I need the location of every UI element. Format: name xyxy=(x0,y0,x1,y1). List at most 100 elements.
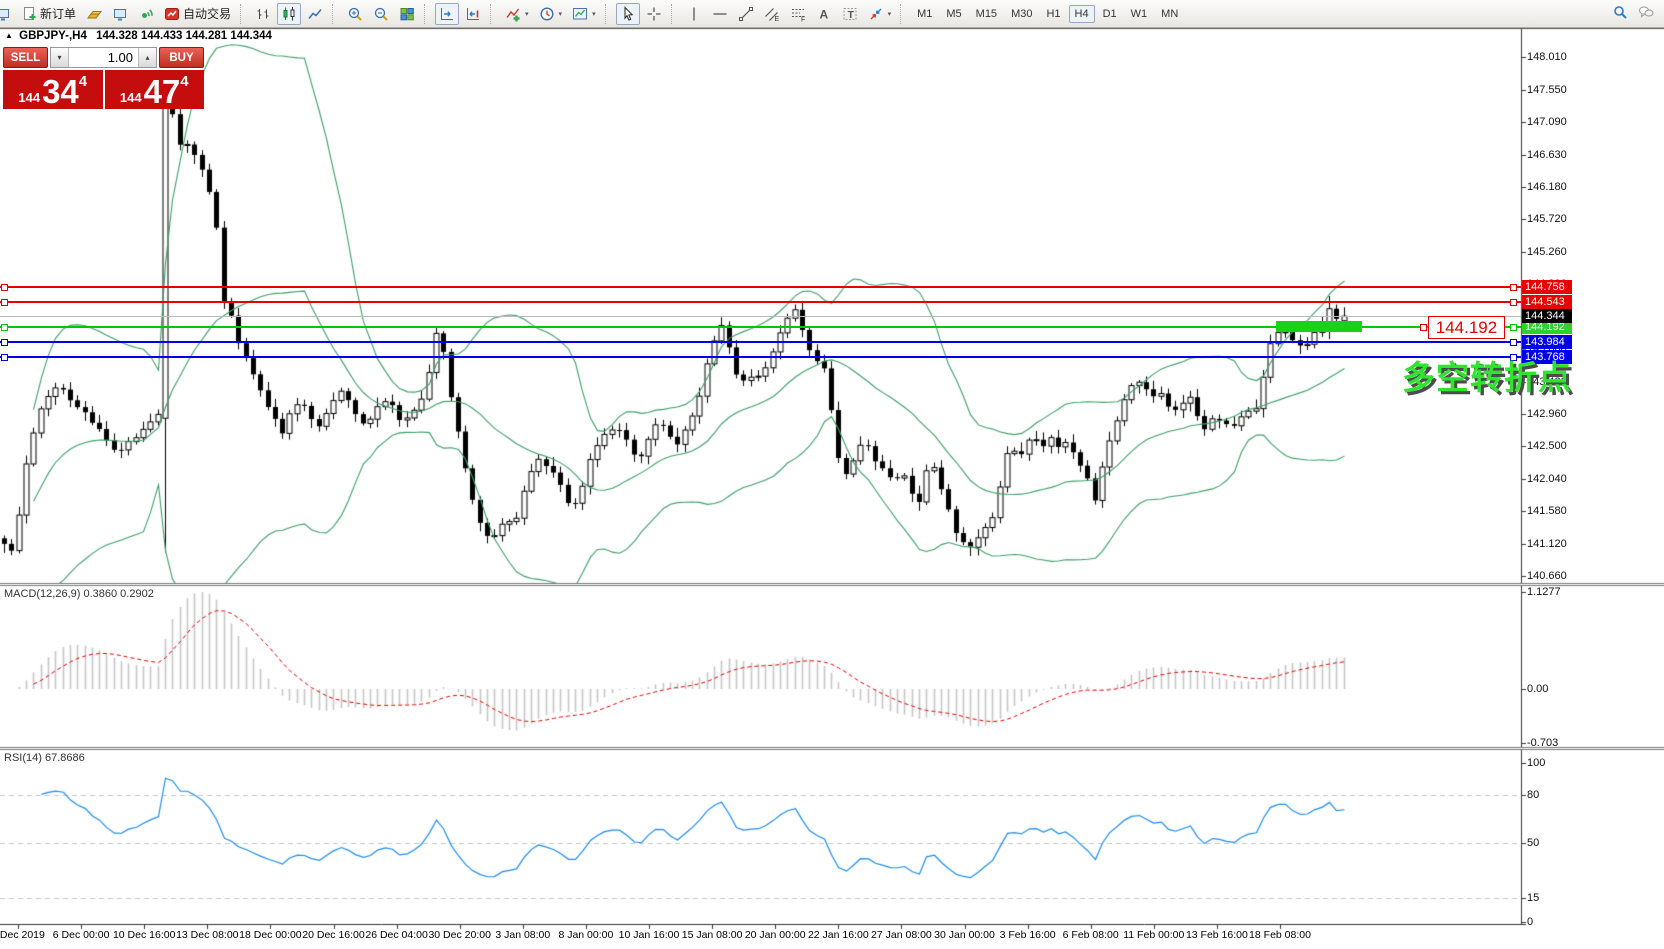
timeframe-m15-button[interactable]: M15 xyxy=(975,7,998,20)
time-axis-label[interactable]: 20 Dec 16:00 xyxy=(302,929,365,941)
fibonacci-button[interactable]: F xyxy=(786,3,810,25)
price-label-handle[interactable] xyxy=(1420,324,1427,331)
candlestick-chart-button[interactable] xyxy=(277,2,302,25)
lot-size-value[interactable]: 1.00 xyxy=(107,50,133,65)
new-order-button[interactable]: 新订单 xyxy=(17,2,80,25)
turning-point-annotation[interactable]: 多空转折点 xyxy=(1402,359,1572,396)
time-axis-label[interactable]: 6 Feb 08:00 xyxy=(1062,929,1119,941)
macd-axis-tick-1.1277: 1.1277 xyxy=(1527,586,1561,598)
timeframe-m1-button[interactable]: M1 xyxy=(917,7,933,20)
trendline-button[interactable] xyxy=(734,3,758,25)
bar-chart-button[interactable] xyxy=(251,3,275,25)
highlight-rectangle[interactable] xyxy=(1276,321,1362,332)
price-axis-tick-142.500: 142.500 xyxy=(1527,440,1567,453)
line-handle[interactable] xyxy=(1510,353,1517,361)
chevron-down-icon[interactable]: ▾ xyxy=(592,10,596,18)
line-handle[interactable] xyxy=(1,353,8,361)
chevron-down-icon[interactable]: ▾ xyxy=(558,10,563,18)
search-icon[interactable] xyxy=(1608,1,1632,23)
timeframe-d1-button[interactable]: D1 xyxy=(1102,7,1117,20)
line-chart-button[interactable] xyxy=(303,3,327,25)
vertical-line-button[interactable] xyxy=(682,3,706,25)
price-axis-tick-148.010: 148.010 xyxy=(1527,51,1567,64)
time-axis-label[interactable]: 22 Jan 16:00 xyxy=(807,929,869,941)
time-axis-label[interactable]: 8 Jan 00:00 xyxy=(558,929,614,941)
timeframe-m5-button[interactable]: M5 xyxy=(946,7,962,20)
time-axis-label[interactable]: 27 Jan 08:00 xyxy=(871,929,932,941)
cursor-button[interactable] xyxy=(615,2,640,25)
chart-shift-button[interactable] xyxy=(461,3,485,25)
time-axis-label[interactable]: 10 Jan 16:00 xyxy=(618,929,680,941)
time-axis-label[interactable]: 10 Dec 16:00 xyxy=(112,929,176,941)
signals-icon[interactable] xyxy=(134,3,158,25)
macd-values: 0.3860 0.2902 xyxy=(83,588,154,600)
line-handle[interactable] xyxy=(1,299,8,307)
chevron-down-icon[interactable]: ▾ xyxy=(525,10,529,18)
equidistant-channel-button[interactable]: E xyxy=(760,3,784,25)
ask-price-panel[interactable]: 144 47 4 xyxy=(104,70,204,109)
tile-windows-button[interactable] xyxy=(395,3,419,25)
time-axis-label[interactable]: 30 Jan 00:00 xyxy=(934,929,995,941)
time-axis-label[interactable]: 18 Feb 08:00 xyxy=(1249,929,1311,941)
horizontal-line-button[interactable] xyxy=(708,3,732,25)
horizontal-line-object-144.758[interactable] xyxy=(0,285,1521,288)
chevron-down-icon[interactable]: ▾ xyxy=(887,10,892,18)
timeframe-w1-button[interactable]: W1 xyxy=(1130,7,1148,20)
time-axis-label[interactable]: 6 Dec 00:00 xyxy=(52,929,110,941)
bid-pips: 34 xyxy=(42,73,79,110)
line-handle[interactable] xyxy=(1510,323,1517,331)
vertical-line-icon xyxy=(686,6,702,22)
chat-icon[interactable] xyxy=(1634,1,1658,23)
line-handle[interactable] xyxy=(1,323,8,331)
line-handle[interactable] xyxy=(1510,283,1517,291)
collapse-triangle-icon[interactable]: ▲ xyxy=(5,31,13,40)
time-axis-label[interactable]: 11 Feb 00:00 xyxy=(1123,929,1185,941)
time-axis-label[interactable]: 18 Dec 00:00 xyxy=(239,929,302,941)
autotrading-button[interactable]: 自动交易 xyxy=(160,2,235,25)
lot-increase-button[interactable]: ▴ xyxy=(138,48,156,67)
horizontal-line-object-143.984[interactable] xyxy=(0,340,1521,343)
timeframe-m30-button[interactable]: M30 xyxy=(1011,7,1033,20)
zoom-in-button[interactable] xyxy=(343,3,367,25)
mql-community-icon[interactable] xyxy=(108,3,132,25)
horizontal-line-object-143.768[interactable] xyxy=(0,355,1521,358)
time-axis-label[interactable]: 3 Dec 2019 xyxy=(0,929,45,941)
gold-metals-icon[interactable] xyxy=(82,3,106,25)
time-axis-label[interactable]: 13 Dec 08:00 xyxy=(176,929,239,941)
line-handle[interactable] xyxy=(1,338,8,346)
timeframe-h1-button[interactable]: H1 xyxy=(1046,7,1061,20)
zoom-out-button[interactable] xyxy=(369,3,393,25)
bid-price-panel[interactable]: 144 34 4 xyxy=(3,70,103,109)
indicators-button[interactable]: ▾ xyxy=(501,3,533,25)
horizontal-line-object-144.543[interactable] xyxy=(0,301,1521,304)
arrows-icon xyxy=(868,6,884,22)
line-handle[interactable] xyxy=(1510,299,1517,307)
auto-scroll-button[interactable] xyxy=(435,2,460,25)
templates-button[interactable]: ▾ xyxy=(568,3,600,25)
text-button[interactable]: A xyxy=(812,3,836,25)
price-axis-tick-147.090: 147.090 xyxy=(1527,116,1567,129)
price-label-box[interactable]: 144.192 xyxy=(1428,316,1505,339)
time-axis-label[interactable]: 3 Jan 08:00 xyxy=(495,929,551,941)
zoom-in-icon xyxy=(347,6,363,22)
periods-button[interactable]: ▾ xyxy=(535,3,567,25)
time-axis-label[interactable]: 30 Dec 20:00 xyxy=(428,929,491,941)
horizontal-line-object-144.192[interactable] xyxy=(0,325,1521,328)
crosshair-button[interactable] xyxy=(642,3,666,25)
time-axis-label[interactable]: 15 Jan 08:00 xyxy=(681,929,743,941)
line-handle[interactable] xyxy=(1,283,8,291)
new-chart-button[interactable] xyxy=(0,3,15,25)
time-axis-label[interactable]: 26 Dec 04:00 xyxy=(365,929,428,941)
text-label-button[interactable]: T xyxy=(838,3,862,25)
timeframe-h4-button[interactable]: H4 xyxy=(1068,4,1095,23)
arrows-button[interactable]: ▾ xyxy=(864,3,896,25)
timeframe-mn-button[interactable]: MN xyxy=(1161,7,1179,20)
sell-button[interactable]: SELL xyxy=(3,47,48,68)
buy-button[interactable]: BUY xyxy=(159,47,204,68)
time-axis-label[interactable]: 13 Feb 16:00 xyxy=(1185,929,1248,941)
line-handle[interactable] xyxy=(1510,338,1517,346)
time-axis-label[interactable]: 20 Jan 00:00 xyxy=(744,929,806,941)
time-axis-label[interactable]: 3 Feb 16:00 xyxy=(999,929,1056,941)
lot-decrease-button[interactable]: ▾ xyxy=(51,48,69,67)
